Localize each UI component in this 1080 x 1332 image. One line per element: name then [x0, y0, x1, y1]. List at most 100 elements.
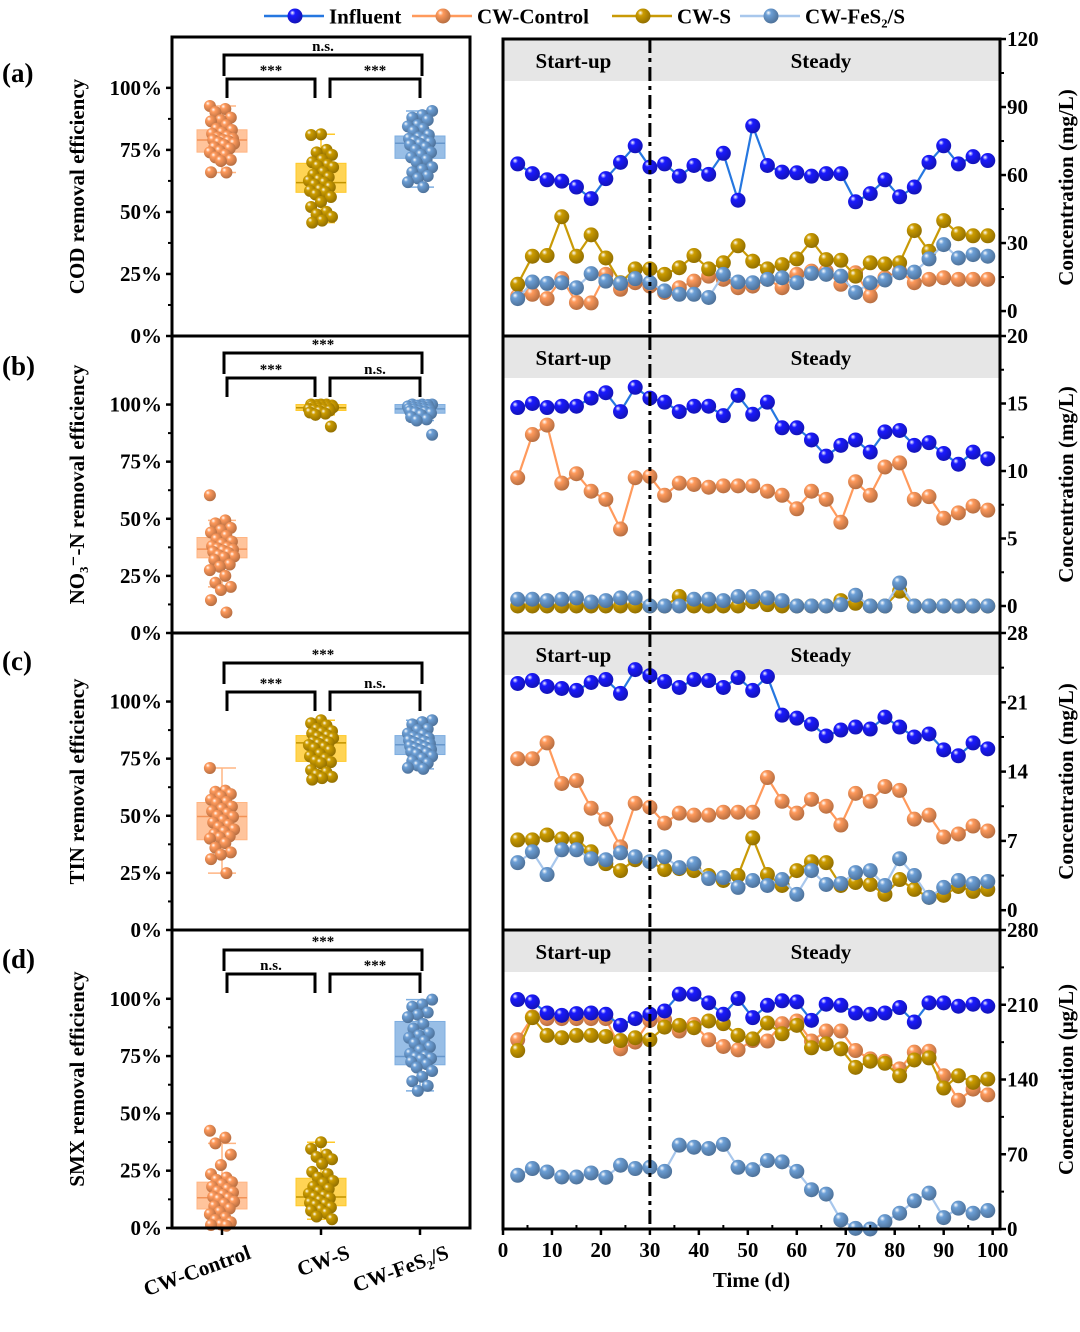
y-tick-label: 0%	[131, 324, 163, 348]
y-axis-title: TIN removal efficiency	[65, 678, 89, 885]
data-point	[803, 233, 819, 249]
data-point	[598, 171, 614, 187]
box-point	[421, 169, 434, 182]
data-point	[686, 286, 702, 302]
data-point	[745, 478, 761, 494]
data-point	[980, 451, 996, 467]
data-point	[965, 1205, 981, 1221]
data-point	[906, 729, 922, 745]
data-point	[568, 773, 584, 789]
legend-item: Influent	[264, 5, 401, 29]
series-line	[517, 1143, 988, 1231]
data-point	[848, 587, 864, 603]
data-point	[642, 668, 658, 684]
data-point	[906, 179, 922, 195]
data-point	[892, 455, 908, 471]
box-point	[401, 761, 414, 774]
box-point	[411, 1008, 424, 1021]
legend-label: CW-Control	[477, 5, 589, 29]
data-point	[715, 593, 731, 609]
data-point	[598, 672, 614, 688]
legend-marker-icon	[635, 8, 651, 24]
data-point	[774, 420, 790, 436]
data-point	[554, 680, 570, 696]
data-point	[906, 1193, 922, 1209]
data-point	[921, 889, 937, 905]
data-point	[583, 1165, 599, 1181]
data-point	[554, 842, 570, 858]
data-point	[671, 475, 687, 491]
significance-label: n.s.	[312, 39, 334, 55]
data-point	[877, 598, 893, 614]
data-point	[524, 248, 540, 264]
data-point	[583, 1027, 599, 1043]
data-point	[803, 1182, 819, 1198]
data-point	[774, 487, 790, 503]
data-point	[950, 826, 966, 842]
legend-marker-icon	[435, 8, 451, 24]
data-point	[701, 289, 717, 305]
data-point	[524, 994, 540, 1010]
data-point	[774, 1026, 790, 1042]
data-point	[892, 851, 908, 867]
data-point	[862, 863, 878, 879]
data-point	[921, 1050, 937, 1066]
box-point	[205, 853, 217, 866]
bracket-line	[328, 690, 422, 711]
data-point	[524, 751, 540, 767]
data-point	[906, 437, 922, 453]
box-point	[326, 770, 338, 783]
y-tick-label: 100%	[110, 76, 163, 100]
data-point	[892, 872, 908, 888]
concentration-time-series: Start-up Steady 0 30 60 90 120 Concentration (m…	[498, 27, 1078, 1292]
data-point	[745, 804, 761, 820]
box-point	[219, 569, 232, 582]
y-tick-label: 25%	[120, 262, 162, 286]
data-point	[921, 271, 937, 287]
box-point	[219, 1131, 232, 1144]
data-point	[524, 591, 540, 607]
y-tick-label: 0	[1007, 1217, 1018, 1241]
box-point	[326, 1213, 338, 1226]
data-point	[950, 271, 966, 287]
box-point	[203, 489, 216, 502]
data-point	[906, 223, 922, 239]
data-point	[789, 251, 805, 267]
box-group	[394, 398, 446, 441]
data-point	[789, 863, 805, 879]
data-point	[701, 398, 717, 414]
data-point	[906, 1014, 922, 1030]
y-tick-label: 0	[1007, 594, 1018, 618]
data-point	[965, 735, 981, 751]
data-point	[789, 710, 805, 726]
data-point	[818, 491, 834, 507]
data-point	[980, 998, 996, 1014]
data-point	[980, 1071, 996, 1087]
y-tick-label: 100%	[110, 690, 163, 714]
data-point	[598, 811, 614, 827]
y-axis-title: COD removal efficiency	[65, 78, 89, 294]
data-point	[730, 478, 746, 494]
data-point	[906, 811, 922, 827]
data-point	[774, 164, 790, 180]
data-point	[759, 770, 775, 786]
box-point	[326, 210, 338, 223]
data-point	[730, 804, 746, 820]
data-point	[862, 288, 878, 304]
y-tick-label: 70	[1007, 1142, 1028, 1166]
category-label: CW-Control	[140, 1240, 254, 1301]
box-point	[309, 408, 322, 421]
significance-label: ***	[364, 63, 387, 79]
data-point	[730, 1159, 746, 1175]
data-point	[510, 470, 526, 486]
y-tick-label: 20	[1007, 324, 1028, 348]
data-point	[642, 598, 658, 614]
data-point	[862, 444, 878, 460]
data-point	[524, 166, 540, 182]
legend-label: CW-FeS₂/S	[805, 5, 905, 29]
data-point	[613, 845, 629, 861]
data-point	[789, 805, 805, 821]
data-point	[980, 823, 996, 839]
significance-label: ***	[312, 934, 335, 950]
box-group	[295, 1136, 347, 1226]
